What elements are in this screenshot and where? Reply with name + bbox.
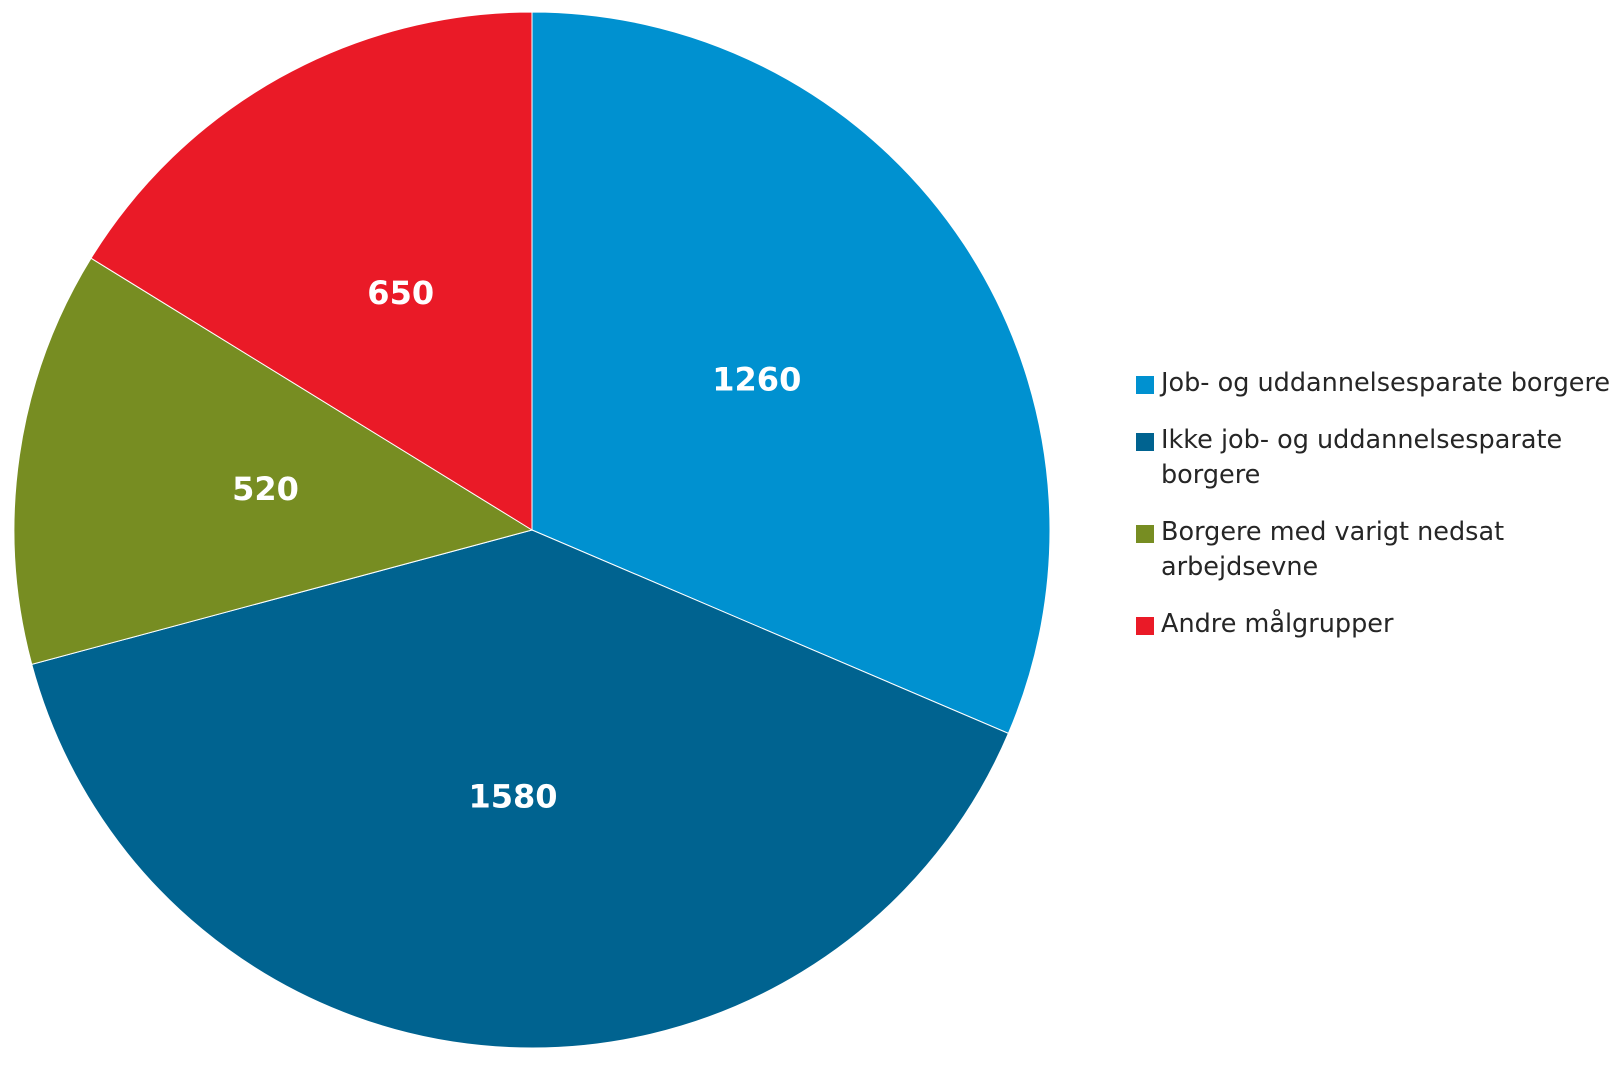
pie-slices — [13, 11, 1051, 1049]
legend: Job- og uddannelsesparate borgere Ikke j… — [1136, 366, 1620, 664]
legend-label: Borgere med varigt nedsat arbejdsevne — [1161, 517, 1505, 582]
slice-value-label-reduced-capacity: 520 — [232, 470, 299, 508]
slice-value-label-not-job-ready: 1580 — [468, 778, 557, 816]
pie-slice-reduced-capacity — [13, 257, 534, 666]
legend-label: Job- og uddannelsesparate borgere — [1161, 368, 1611, 398]
legend-item-job-ready: Job- og uddannelsesparate borgere — [1136, 366, 1620, 401]
pie-slice-job-ready — [531, 11, 1051, 735]
legend-swatch — [1136, 376, 1154, 394]
pie-slice-not-job-ready — [31, 529, 1010, 1049]
legend-item-not-job-ready: Ikke job- og uddannelsesparate borgere — [1136, 423, 1620, 493]
legend-swatch — [1136, 617, 1154, 635]
legend-swatch — [1136, 525, 1154, 543]
slice-value-label-job-ready: 1260 — [712, 361, 801, 399]
pie-slice-other-groups — [90, 11, 533, 531]
slice-value-labels: 1260 1580 520 650 — [232, 274, 801, 816]
slice-value-label-other-groups: 650 — [367, 274, 434, 312]
legend-item-reduced-capacity: Borgere med varigt nedsat arbejdsevne — [1136, 515, 1620, 585]
legend-swatch — [1136, 433, 1154, 451]
legend-label: Andre målgrupper — [1161, 609, 1394, 639]
legend-label: Ikke job- og uddannelsesparate borgere — [1161, 425, 1563, 490]
legend-item-other-groups: Andre målgrupper — [1136, 607, 1620, 642]
